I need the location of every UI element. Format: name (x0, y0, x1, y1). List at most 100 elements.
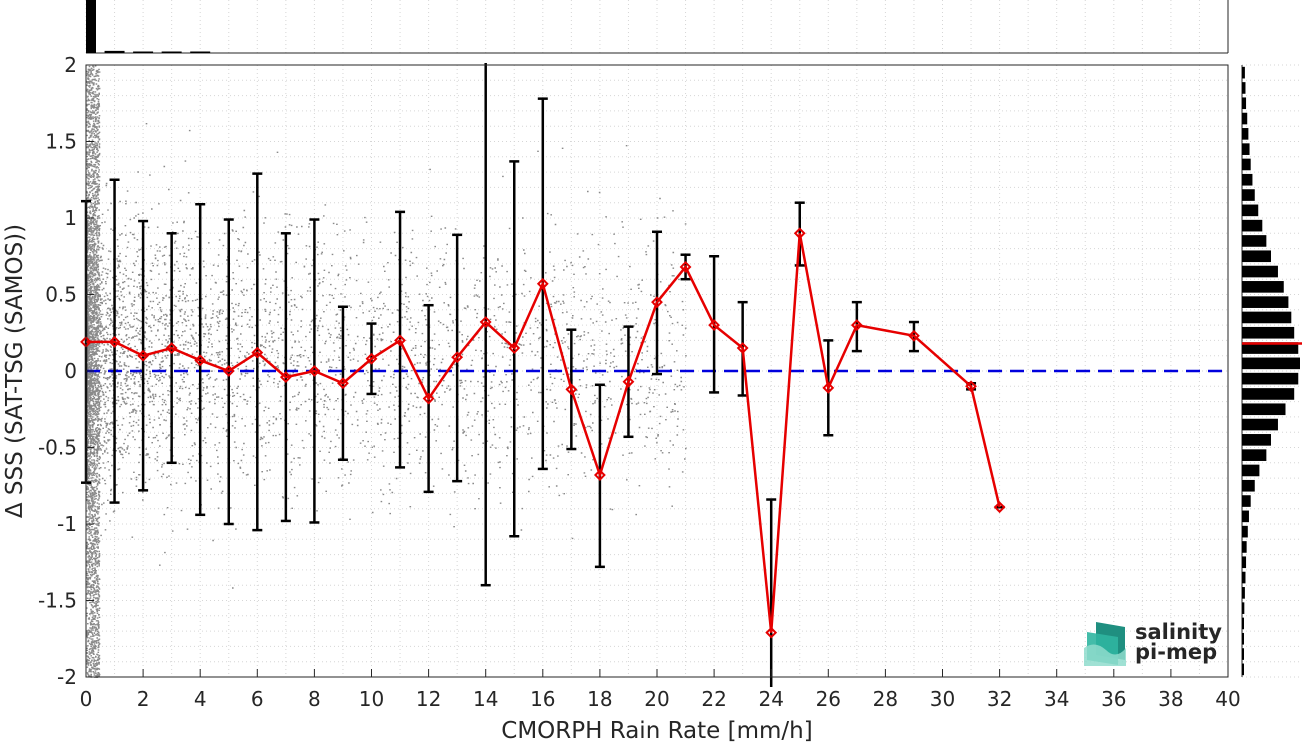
right-hist-bar (1242, 617, 1244, 630)
data-point (793, 227, 806, 240)
x-tick-label: 4 (194, 687, 207, 711)
data-point (251, 346, 264, 359)
right-hist-bar (1242, 189, 1255, 201)
right-hist-bar (1242, 281, 1284, 293)
right-hist-bar (1242, 372, 1299, 385)
right-hist-bar (1242, 265, 1278, 278)
right-hist-bar (1242, 464, 1260, 477)
top-hist-bar (133, 51, 154, 53)
data-point (593, 469, 606, 481)
y-tick-label: -2 (57, 665, 77, 689)
data-point (108, 336, 121, 348)
x-tick-label: 2 (137, 687, 150, 711)
y-tick-label: 0 (64, 359, 77, 383)
x-tick-label: 36 (1101, 687, 1126, 711)
right-hist-bar (1242, 479, 1255, 492)
right-hist-bar (1242, 326, 1295, 339)
top-hist-bar (161, 51, 182, 53)
right-hist-bar (1242, 219, 1263, 232)
data-point (651, 296, 663, 309)
right-hist-bar (1242, 648, 1244, 660)
top-histogram (85, 0, 1229, 54)
right-hist-bar (1242, 311, 1292, 324)
right-hist-bar (1242, 663, 1244, 676)
data-point (736, 342, 749, 354)
right-hist-bar (1242, 235, 1267, 247)
data-point (422, 392, 435, 405)
data-point (565, 383, 578, 396)
y-tick-label: 2 (64, 53, 77, 77)
right-hist-bar (1242, 541, 1247, 553)
right-hist-bar (1242, 388, 1295, 400)
data-point (908, 329, 920, 342)
top-hist-bar (104, 50, 125, 53)
data-point (394, 334, 406, 347)
x-tick-label: 30 (930, 687, 955, 711)
y-tick-label: 0.5 (45, 283, 77, 307)
data-point (451, 351, 464, 364)
data-point (279, 371, 292, 384)
data-point (965, 380, 977, 393)
top-hist-bar (190, 51, 211, 53)
logo-line-2: pi-mep (1135, 640, 1217, 664)
x-tick-label: 22 (701, 687, 726, 711)
data-point (194, 354, 207, 367)
x-tick-label: 26 (816, 687, 841, 711)
x-tick-label: 32 (987, 687, 1012, 711)
mean-series-line (86, 233, 1001, 633)
right-hist-bar (1242, 510, 1249, 523)
right-hist-bar (1242, 556, 1247, 569)
right-hist-bar (1242, 525, 1248, 538)
logo-line-1: salinity (1135, 620, 1222, 644)
right-hist-bar (1242, 403, 1286, 416)
right-hist-bar (1242, 250, 1271, 263)
data-point (622, 375, 635, 388)
x-tick-label: 6 (251, 687, 264, 711)
x-tick-label: 16 (530, 687, 555, 711)
salinity-pi-mep-logo: salinity pi-mep (1084, 620, 1222, 666)
data-point (222, 365, 235, 377)
x-tick-label: 12 (416, 687, 441, 711)
y-tick-label: -0.5 (38, 436, 77, 460)
right-hist-bar (1242, 357, 1300, 370)
data-point (479, 316, 492, 328)
x-tick-label: 40 (1215, 687, 1240, 711)
x-axis-ticks: 0 2 4 6 8 10 12 14 16 18 20 22 24 26 28 30 32 34 36 38 40 (80, 669, 1241, 711)
right-hist-bar (1242, 158, 1251, 171)
x-tick-label: 18 (587, 687, 612, 711)
data-point (708, 319, 721, 332)
data-point (993, 501, 1006, 514)
x-tick-label: 14 (473, 687, 498, 711)
right-hist-bar (1242, 571, 1246, 584)
data-point (337, 377, 349, 390)
data-point (822, 381, 835, 394)
x-axis-title: CMORPH Rain Rate [mm/h] (501, 718, 812, 744)
x-tick-label: 38 (1158, 687, 1183, 711)
right-hist-bar (1242, 495, 1251, 507)
right-hist-bar (1242, 632, 1244, 645)
right-hist-bar (1242, 434, 1271, 446)
right-hist-bar (1242, 204, 1259, 217)
right-hist-bar (1242, 342, 1299, 354)
logo-mark-icon (1084, 622, 1126, 666)
data-point (137, 349, 150, 362)
right-hist-bar (1242, 143, 1250, 155)
right-hist-bar (1242, 82, 1246, 94)
right-hist-bar (1242, 296, 1289, 308)
x-tick-label: 24 (758, 687, 783, 711)
data-point (508, 342, 521, 354)
data-point (165, 342, 178, 354)
right-hist-bar (1242, 128, 1249, 140)
data-point (365, 352, 378, 365)
right-hist-bar (1242, 449, 1267, 461)
x-tick-label: 10 (359, 687, 384, 711)
right-hist-bar (1242, 173, 1253, 186)
x-tick-label: 8 (308, 687, 321, 711)
y-axis-ticks: 2 1.5 1 0.5 0 -0.5 -1 -1.5 -2 (38, 53, 94, 689)
x-tick-label: 34 (1044, 687, 1069, 711)
right-hist-bar (1242, 97, 1247, 110)
right-hist-bar (1242, 418, 1278, 431)
right-hist-bar (1242, 587, 1245, 599)
y-tick-label: 1.5 (45, 130, 77, 154)
